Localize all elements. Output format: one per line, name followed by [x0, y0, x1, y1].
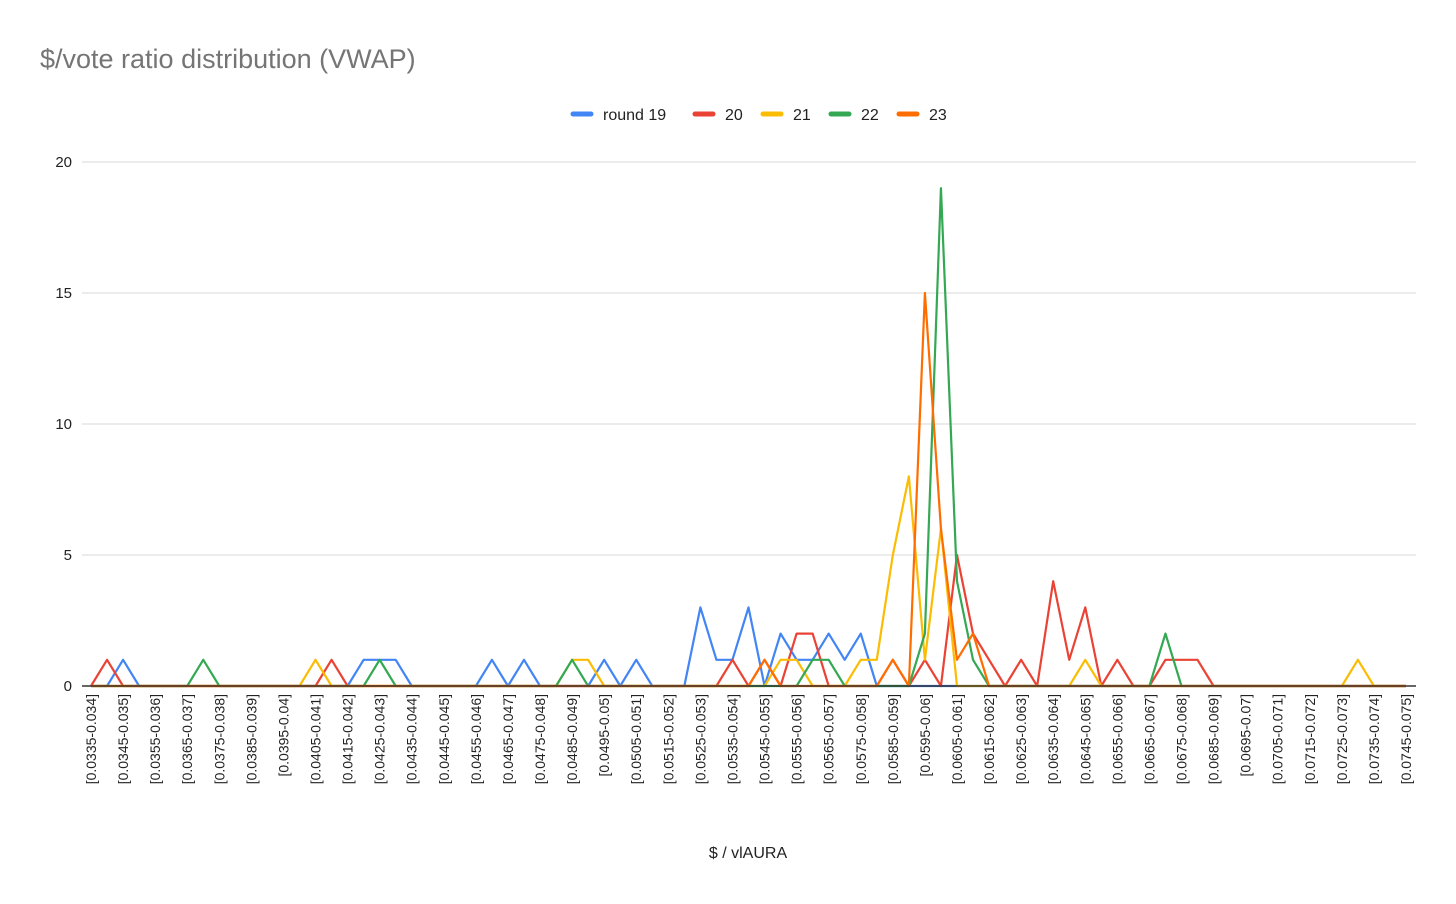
- x-axis-label: $ / vlAURA: [709, 845, 788, 862]
- x-tick-label: [0.0655-0.066]: [1109, 694, 1125, 784]
- x-tick-label: [0.0415-0.042]: [340, 694, 356, 784]
- x-tick-label: [0.0345-0.035]: [115, 694, 131, 784]
- x-tick-label: [0.0485-0.049]: [564, 694, 580, 784]
- x-tick-label: [0.0395-0.04]: [275, 694, 291, 777]
- legend-label: round 19: [603, 107, 666, 124]
- x-tick-label: [0.0625-0.063]: [1013, 694, 1029, 784]
- series-lines: [90, 187, 1406, 688]
- x-tick-label: [0.0335-0.034]: [83, 694, 99, 784]
- x-tick-label: [0.0675-0.068]: [1173, 694, 1189, 784]
- gridlines: [82, 161, 1416, 556]
- x-tick-label: [0.0555-0.056]: [789, 694, 805, 784]
- series-line-2: [91, 475, 1406, 688]
- x-tick-label: [0.0725-0.073]: [1334, 694, 1350, 784]
- x-tick-label: [0.0615-0.062]: [981, 694, 997, 784]
- legend-item: 21: [760, 107, 811, 124]
- y-tick-label: 5: [64, 547, 72, 564]
- x-tick-label: [0.0595-0.06]: [917, 694, 933, 777]
- chart-title: $/vote ratio distribution (VWAP): [40, 44, 416, 74]
- x-tick-label: [0.0715-0.072]: [1302, 694, 1318, 784]
- x-tick-label: [0.0465-0.047]: [500, 694, 516, 784]
- y-tick-label: 15: [55, 285, 72, 302]
- x-tick-label: [0.0735-0.074]: [1366, 694, 1382, 784]
- x-tick-label: [0.0475-0.048]: [532, 694, 548, 784]
- x-tick-label: [0.0645-0.065]: [1077, 694, 1093, 784]
- x-tick-label: [0.0425-0.043]: [372, 694, 388, 784]
- x-tick-label: [0.0365-0.037]: [179, 694, 195, 784]
- x-tick-label: [0.0605-0.061]: [949, 694, 965, 784]
- legend-item: 20: [692, 107, 743, 124]
- legend-label: 22: [861, 107, 879, 124]
- x-tick-label: [0.0535-0.054]: [724, 694, 740, 784]
- x-tick-label: [0.0685-0.069]: [1206, 694, 1222, 784]
- x-tick-label: [0.0435-0.044]: [404, 694, 420, 784]
- x-tick-label: [0.0545-0.055]: [757, 694, 773, 784]
- x-axis-ticks: [0.0335-0.034] [0.0345-0.035] [0.0355-0.03…: [83, 694, 1414, 784]
- x-tick-label: [0.0355-0.036]: [147, 694, 163, 784]
- y-axis-ticks: 0 5 10 15 20: [55, 154, 72, 695]
- x-tick-label: [0.0695-0.07]: [1238, 694, 1254, 777]
- x-tick-label: [0.0585-0.059]: [885, 694, 901, 784]
- x-tick-label: [0.0495-0.05]: [596, 694, 612, 777]
- x-tick-label: [0.0405-0.041]: [308, 694, 324, 784]
- legend-label: 23: [929, 107, 947, 124]
- y-tick-label: 0: [64, 678, 72, 695]
- legend-label: 21: [793, 107, 811, 124]
- x-tick-label: [0.0445-0.045]: [436, 694, 452, 784]
- x-tick-label: [0.0375-0.038]: [211, 694, 227, 784]
- y-tick-label: 20: [55, 154, 72, 171]
- y-tick-label: 10: [55, 416, 72, 433]
- x-tick-label: [0.0665-0.067]: [1141, 694, 1157, 784]
- series-line-0: [91, 606, 1406, 688]
- series-line-4: [91, 291, 1406, 688]
- x-tick-label: [0.0515-0.052]: [660, 694, 676, 784]
- series-line-1: [90, 553, 1406, 688]
- legend-label: 20: [725, 107, 743, 124]
- legend-item: 23: [896, 107, 947, 124]
- legend-item: round 19: [570, 107, 666, 124]
- x-tick-label: [0.0565-0.057]: [821, 694, 837, 784]
- x-tick-label: [0.0705-0.071]: [1270, 694, 1286, 784]
- legend-item: 22: [828, 107, 879, 124]
- x-tick-label: [0.0525-0.053]: [692, 694, 708, 784]
- legend: round 19 20 21 22 23: [570, 107, 947, 124]
- x-tick-label: [0.0505-0.051]: [628, 694, 644, 784]
- x-tick-label: [0.0575-0.058]: [853, 694, 869, 784]
- x-tick-label: [0.0385-0.039]: [243, 694, 259, 784]
- x-tick-label: [0.0635-0.064]: [1045, 694, 1061, 784]
- x-tick-label: [0.0745-0.075]: [1398, 694, 1414, 784]
- x-tick-label: [0.0455-0.046]: [468, 694, 484, 784]
